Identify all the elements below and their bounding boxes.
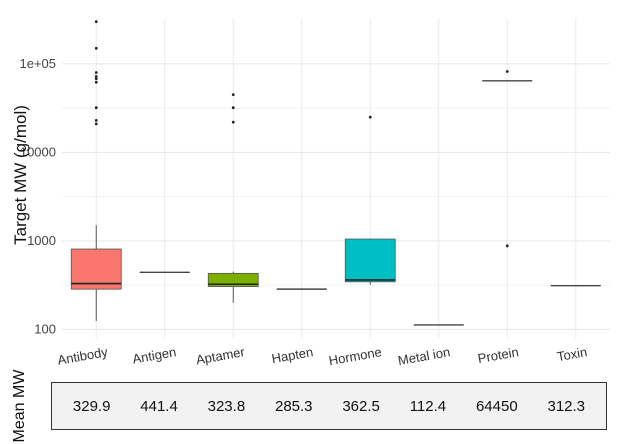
box-iqr — [344, 238, 396, 283]
outlier-point — [231, 120, 235, 124]
y-tick-label: 1e+05 — [19, 56, 56, 71]
y-tick-label: 100 — [34, 321, 56, 336]
outlier-point — [94, 122, 98, 126]
y-tick-label: 10000 — [20, 144, 56, 159]
mean-value: 329.9 — [72, 397, 111, 415]
box-iqr — [207, 272, 259, 287]
mean-value: 312.3 — [547, 397, 586, 415]
category-label: Antigen — [131, 344, 177, 366]
outlier-point — [94, 20, 98, 24]
box-protein — [482, 70, 533, 248]
y-tick-label: 1000 — [27, 233, 56, 248]
mean-mw-title: Mean MW — [11, 369, 28, 443]
outlier-point — [94, 77, 98, 81]
box-hormone — [344, 115, 396, 285]
y-tick-labels: 100 1000 10000 1e+05 — [19, 56, 56, 337]
category-label: Protein — [477, 344, 520, 366]
mean-mw-panel: 329.9 441.4 323.8 285.3 362.5 112.4 64450 312.3 — [51, 382, 607, 430]
outlier-point — [94, 46, 98, 50]
category-label: Aptamer — [195, 344, 247, 367]
outlier-point — [94, 80, 98, 84]
y-axis-title: Target MW (g/mol) — [11, 105, 30, 245]
mean-value: 285.3 — [274, 397, 313, 415]
outlier-point — [368, 115, 372, 119]
boxes-layer — [70, 20, 601, 326]
outlier-point — [94, 118, 98, 122]
mean-value: 112.4 — [409, 397, 447, 415]
outlier-point — [505, 70, 509, 73]
box-aptamer — [207, 93, 259, 303]
outlier-point — [231, 93, 235, 96]
mean-value: 323.8 — [207, 397, 246, 415]
outlier-point — [94, 75, 98, 78]
x-category-labels: Antibody Antigen Aptamer Hapten Hormone Metal… — [56, 344, 588, 368]
category-label: Metal ion — [397, 344, 452, 368]
mean-value: 64450 — [475, 397, 518, 415]
box-antibody — [70, 20, 122, 321]
category-label: Toxin — [556, 344, 589, 364]
category-label: Hapten — [270, 344, 314, 366]
box-iqr — [70, 248, 122, 290]
category-label: Hormone — [328, 344, 383, 368]
outlier-point — [94, 106, 98, 110]
outlier-point — [94, 71, 98, 74]
outlier-point — [231, 106, 235, 110]
grid-layer — [62, 18, 610, 338]
mean-value: 441.4 — [140, 397, 178, 415]
box-plot-chart: 100 1000 10000 1e+05 Antibody Antigen Aptamer… — [11, 18, 610, 368]
category-label: Antibody — [56, 344, 109, 368]
outlier-point — [505, 244, 509, 248]
mean-value: 362.5 — [342, 397, 380, 415]
